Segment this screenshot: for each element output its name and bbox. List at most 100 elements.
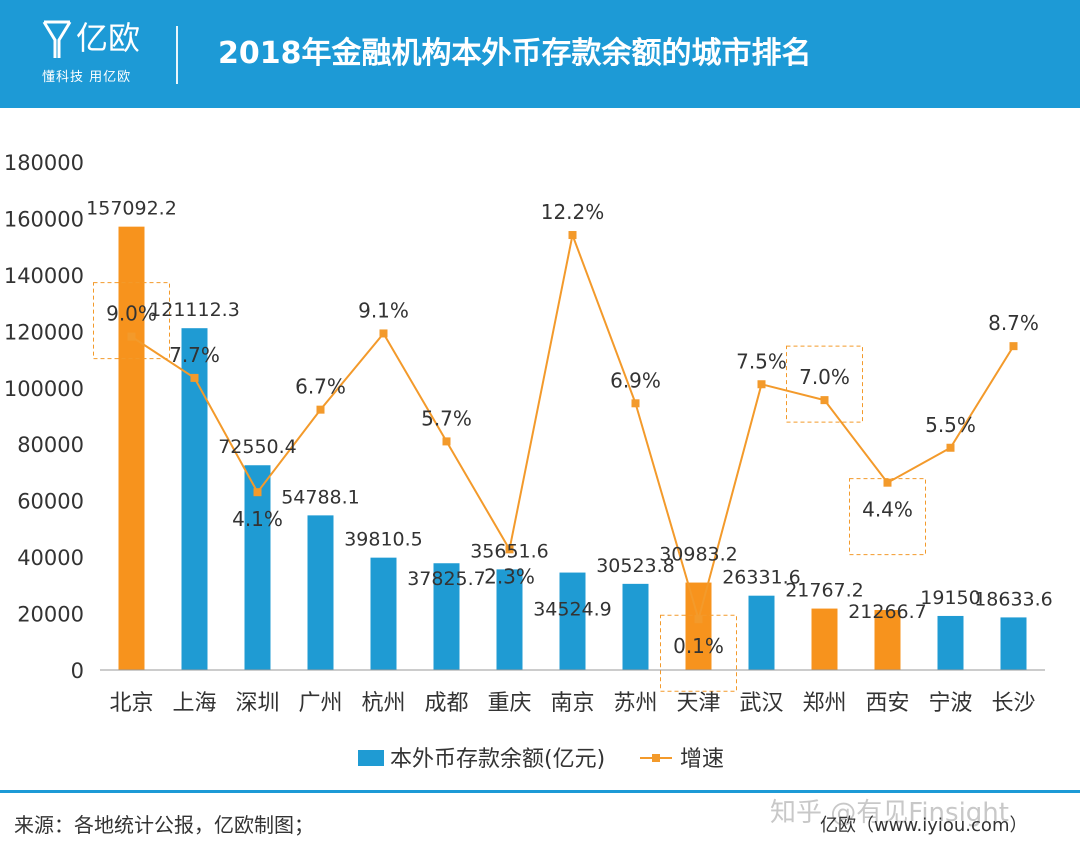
bar-10 xyxy=(685,582,712,670)
growth-label: 12.2% xyxy=(541,200,605,224)
bar-12 xyxy=(811,608,838,670)
bar-value-label: 19150 xyxy=(920,587,980,609)
bar-value-label: 34524.9 xyxy=(533,599,612,621)
chart-title: 2018年金融机构本外币存款余额的城市排名 xyxy=(218,36,812,71)
bar-value-label: 21767.2 xyxy=(785,580,864,602)
growth-marker-11 xyxy=(757,380,766,389)
y-tick-label: 80000 xyxy=(17,433,84,457)
bar-value-label: 157092.2 xyxy=(86,198,177,220)
logo-name: 亿欧 xyxy=(76,19,141,57)
bar-1 xyxy=(118,226,145,670)
bar-11 xyxy=(748,595,775,670)
legend: 本外币存款余额(亿元) 增速 xyxy=(358,747,724,772)
bar-3 xyxy=(244,465,271,670)
chart: 0 20000 40000 60000 80000 100000 120000 140000 1… xyxy=(4,151,1053,772)
yiou-logo-icon xyxy=(42,20,72,58)
y-tick-label: 60000 xyxy=(17,490,84,514)
bar-6 xyxy=(433,563,460,670)
growth-label: 4.4% xyxy=(862,498,913,522)
growth-label: 9.0% xyxy=(106,302,157,326)
y-tick-label: 20000 xyxy=(17,603,84,627)
credit-note: 亿欧（www.iyiou.com） xyxy=(820,815,1028,836)
x-category-label: 南京 xyxy=(550,691,594,716)
x-category-label: 上海 xyxy=(172,691,216,716)
y-tick-label: 180000 xyxy=(4,151,84,175)
x-category-label: 宁波 xyxy=(928,691,972,716)
bar-4 xyxy=(307,515,334,670)
bar-value-label: 30523.8 xyxy=(596,555,675,577)
y-tick-label: 100000 xyxy=(4,377,84,401)
x-axis: 北京 上海 深圳 广州 杭州 成都 重庆 南京 苏州 天津 武汉 郑州 西安 宁波 长沙 xyxy=(100,669,1045,716)
bar-5 xyxy=(370,557,397,670)
bar-value-label: 18633.6 xyxy=(974,588,1053,610)
bars xyxy=(118,226,1027,670)
bar-2 xyxy=(181,328,208,670)
bar-8 xyxy=(559,572,586,670)
growth-marker-6 xyxy=(442,437,451,446)
x-category-label: 武汉 xyxy=(739,691,783,716)
legend-line-label: 增速 xyxy=(680,747,724,772)
source-note: 来源：各地统计公报，亿欧制图； xyxy=(14,813,314,837)
growth-marker-10 xyxy=(694,615,703,624)
legend-bar-swatch xyxy=(358,750,384,766)
growth-label: 7.7% xyxy=(169,343,220,367)
y-axis: 0 20000 40000 60000 80000 100000 120000 140000 1… xyxy=(4,151,84,683)
growth-marker-5 xyxy=(379,329,388,338)
header-banner: 亿欧 懂科技 用亿欧 2018年金融机构本外币存款余额的城市排名 xyxy=(0,0,1080,108)
growth-marker-2 xyxy=(190,373,199,382)
growth-label: 6.9% xyxy=(610,368,661,392)
growth-marker-1 xyxy=(127,332,136,341)
growth-label: 5.5% xyxy=(925,413,976,437)
growth-label: 9.1% xyxy=(358,298,409,322)
x-category-label: 苏州 xyxy=(613,691,657,716)
growth-line xyxy=(127,231,1018,624)
bar-value-label: 54788.1 xyxy=(281,486,360,508)
highlight-box-北京 xyxy=(93,282,170,360)
x-category-label: 深圳 xyxy=(235,691,279,716)
growth-marker-9 xyxy=(631,399,640,408)
bar-9 xyxy=(622,583,649,670)
growth-label: 7.5% xyxy=(736,349,787,373)
x-category-label: 重庆 xyxy=(487,691,531,716)
bar-value-label: 30983.2 xyxy=(659,544,738,566)
x-category-label: 成都 xyxy=(424,691,468,716)
bar-value-label: 35651.6 xyxy=(470,540,549,562)
x-category-label: 广州 xyxy=(298,691,342,716)
growth-label: 2.3% xyxy=(484,564,535,588)
growth-label: 0.1% xyxy=(673,634,724,658)
y-tick-label: 140000 xyxy=(4,264,84,288)
x-category-label: 北京 xyxy=(109,691,153,716)
bar-value-label: 26331.6 xyxy=(722,567,801,589)
x-category-label: 长沙 xyxy=(991,691,1035,716)
y-tick-label: 40000 xyxy=(17,546,84,570)
x-category-label: 杭州 xyxy=(361,691,405,716)
bar-13 xyxy=(874,609,901,670)
growth-label: 8.7% xyxy=(988,311,1039,335)
growth-marker-14 xyxy=(946,443,955,452)
growth-label: 4.1% xyxy=(232,507,283,531)
bar-7 xyxy=(496,569,523,670)
growth-marker-8 xyxy=(568,231,577,240)
x-category-label: 郑州 xyxy=(802,691,846,716)
watermark: 知乎 @有见Finsight xyxy=(770,798,1009,828)
growth-marker-7 xyxy=(505,545,514,554)
legend-bar-label: 本外币存款余额(亿元) xyxy=(390,747,605,772)
growth-label: 7.0% xyxy=(799,365,850,389)
growth-label: 5.7% xyxy=(421,406,472,430)
bar-value-label: 39810.5 xyxy=(344,529,423,551)
y-tick-label: 160000 xyxy=(4,207,84,231)
footer-divider xyxy=(0,790,1080,793)
bar-15 xyxy=(1000,617,1027,670)
x-category-label: 西安 xyxy=(865,691,909,716)
logo-slogan: 懂科技 用亿欧 xyxy=(42,70,132,85)
bar-value-label: 21266.7 xyxy=(848,601,927,623)
header-divider xyxy=(176,26,178,84)
y-tick-label: 0 xyxy=(71,659,84,683)
data-labels: 157092.2 121112.3 72550.4 54788.1 39810.5 378… xyxy=(86,198,1053,659)
bar-value-label: 72550.4 xyxy=(218,436,297,458)
bar-14 xyxy=(937,615,964,670)
bar-value-label: 121112.3 xyxy=(149,299,240,321)
growth-marker-12 xyxy=(820,396,829,405)
legend-line-marker xyxy=(652,754,660,762)
y-tick-label: 120000 xyxy=(4,320,84,344)
